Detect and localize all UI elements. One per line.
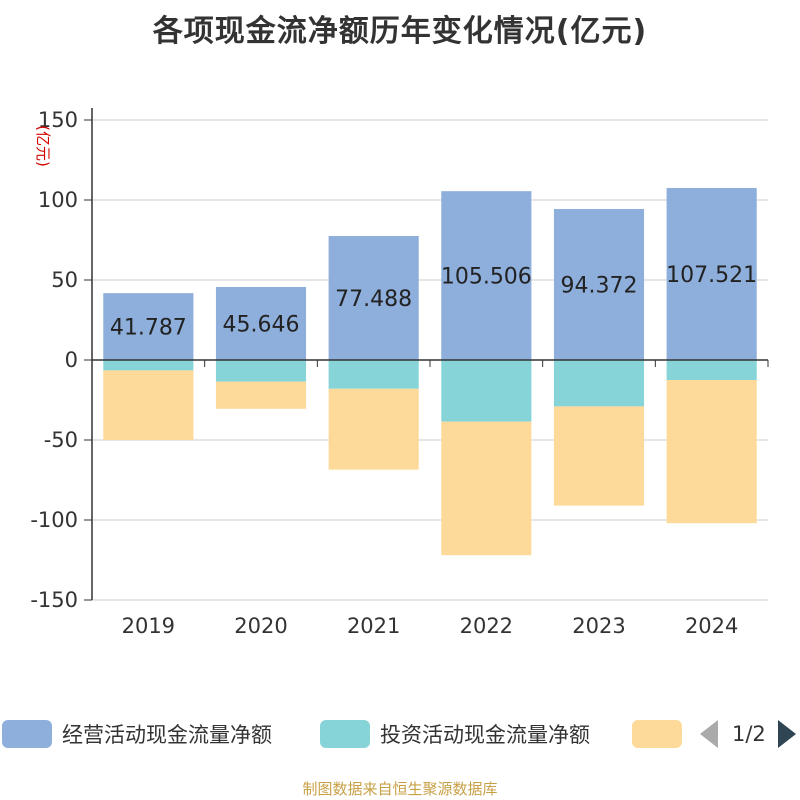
y-tick-label: -100 (30, 508, 78, 532)
legend[interactable]: 经营活动现金流量净额 投资活动现金流量净额 1/2 (0, 716, 800, 752)
legend-label-operating: 经营活动现金流量净额 (62, 723, 272, 747)
bar-investing-2020 (215, 360, 307, 382)
x-tick-label-2021: 2021 (347, 614, 400, 638)
bar-investing-2021 (328, 360, 419, 389)
x-tick-label-2019: 2019 (122, 614, 175, 638)
bar-investing-2022 (441, 360, 532, 422)
bar-investing-2023 (553, 360, 645, 407)
chart-plot: 150 100 50 0 -50 -100 -150 (亿元) 41.787 45.646 77.4… (30, 108, 769, 638)
legend-item-financing[interactable] (632, 716, 692, 752)
x-tick-label-2022: 2022 (460, 614, 513, 638)
data-label-2021: 77.488 (335, 287, 412, 312)
bar-financing-2024 (666, 380, 757, 524)
data-label-2022: 105.506 (441, 265, 532, 290)
legend-page-indicator: 1/2 (732, 722, 766, 746)
bar-investing-2019 (103, 360, 194, 371)
legend-label-investing: 投资活动现金流量净额 (380, 723, 590, 747)
legend-swatch-investing (320, 720, 370, 748)
data-label-2024: 107.521 (666, 263, 757, 288)
bar-investing-2024 (666, 360, 757, 380)
bar-financing-2021 (328, 388, 419, 470)
data-label-2023: 94.372 (561, 274, 638, 299)
legend-item-investing[interactable]: 投资活动现金流量净额 (320, 716, 590, 752)
bar-operating-2024 (666, 187, 757, 360)
legend-item-operating[interactable]: 经营活动现金流量净额 (2, 716, 272, 752)
chart-title: 各项现金流净额历年变化情况(亿元) (152, 14, 648, 49)
y-tick-label: -50 (44, 428, 78, 452)
x-tick-label-2020: 2020 (234, 614, 287, 638)
bar-operating-2021 (328, 236, 419, 360)
bar-financing-2023 (553, 406, 645, 506)
legend-pager: 1/2 (700, 716, 796, 752)
data-source-note: 制图数据来自恒生聚源数据库 (302, 780, 498, 798)
bar-operating-2020 (215, 286, 307, 360)
x-tick-label-2024: 2024 (685, 614, 738, 638)
y-tick-label: -150 (30, 588, 78, 612)
y-tick-label: 50 (51, 268, 78, 292)
legend-prev-icon[interactable] (700, 720, 718, 748)
y-tick-label: 100 (38, 188, 78, 212)
bar-operating-2019 (103, 293, 194, 360)
data-label-2019: 41.787 (110, 316, 187, 341)
bar-financing-2020 (215, 381, 307, 409)
bar-operating-2023 (553, 209, 645, 360)
y-tick-label: 150 (38, 108, 78, 132)
x-tick-label-2023: 2023 (572, 614, 625, 638)
bar-financing-2019 (103, 370, 194, 440)
y-tick-label: 0 (65, 348, 78, 372)
bar-financing-2022 (441, 421, 532, 556)
bar-operating-2022 (441, 191, 532, 360)
legend-swatch-operating (2, 720, 52, 748)
legend-next-icon[interactable] (777, 720, 796, 748)
legend-swatch-financing (632, 720, 682, 748)
y-axis-label: (亿元) (34, 125, 52, 167)
data-label-2020: 45.646 (223, 312, 300, 337)
